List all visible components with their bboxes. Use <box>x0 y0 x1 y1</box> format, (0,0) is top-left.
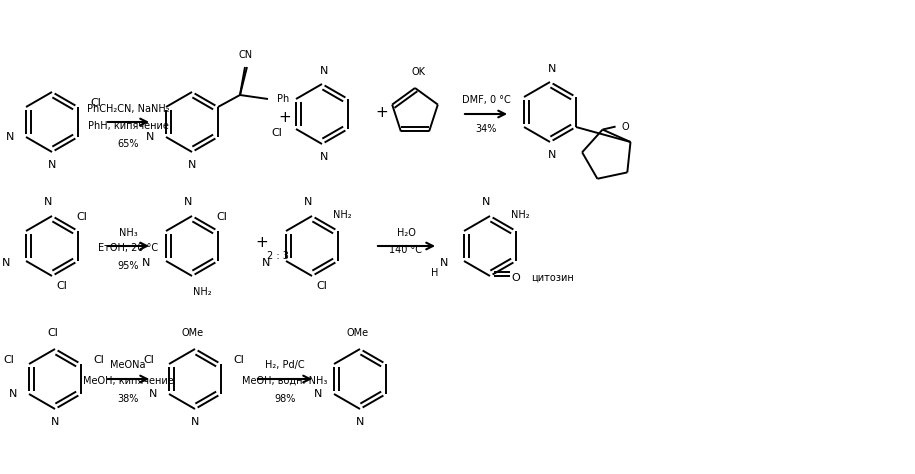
Text: Ph: Ph <box>277 94 289 104</box>
Text: N: N <box>2 258 10 268</box>
Text: N: N <box>548 150 556 160</box>
Text: Cl: Cl <box>217 212 228 222</box>
Text: MeONa: MeONa <box>110 360 145 370</box>
Text: OMe: OMe <box>182 328 204 338</box>
Text: N: N <box>51 417 59 427</box>
Text: 34%: 34% <box>475 124 497 134</box>
Text: MeOH, кипячение: MeOH, кипячение <box>82 376 173 386</box>
Text: +: + <box>279 109 291 125</box>
Text: H: H <box>431 268 438 278</box>
Text: N: N <box>356 417 364 427</box>
Text: N: N <box>320 152 328 162</box>
Text: N: N <box>482 197 490 207</box>
Text: N: N <box>142 258 150 268</box>
Text: PhCH₂CN, NaNH₂: PhCH₂CN, NaNH₂ <box>87 104 169 114</box>
Text: NH₂: NH₂ <box>333 210 351 220</box>
Text: Cl: Cl <box>93 355 104 365</box>
Text: N: N <box>48 160 56 170</box>
Text: N: N <box>191 417 199 427</box>
Text: N: N <box>184 197 192 207</box>
Text: MeOH, водн. NH₃: MeOH, водн. NH₃ <box>242 376 328 386</box>
Text: 38%: 38% <box>117 394 139 404</box>
Text: NH₂: NH₂ <box>511 210 529 220</box>
Text: O: O <box>622 121 630 132</box>
Text: 140 °C: 140 °C <box>390 245 423 255</box>
Text: Cl: Cl <box>4 355 15 365</box>
Text: N: N <box>304 197 312 207</box>
Text: N: N <box>439 258 448 268</box>
Text: ЕтOH, 20 °C: ЕтOH, 20 °C <box>98 243 158 253</box>
Text: NH₃: NH₃ <box>119 228 137 238</box>
Text: N: N <box>262 258 270 268</box>
Text: 95%: 95% <box>117 261 139 271</box>
Text: N: N <box>314 389 322 399</box>
Text: цитозин: цитозин <box>531 273 574 283</box>
Text: PhH, кипячение: PhH, кипячение <box>88 121 168 131</box>
Text: N: N <box>5 132 14 142</box>
Text: Cl: Cl <box>77 212 88 222</box>
Text: N: N <box>320 66 328 76</box>
Text: +: + <box>255 235 268 249</box>
Text: N: N <box>548 64 556 74</box>
Text: CN: CN <box>239 50 253 60</box>
Text: H₂, Pd/C: H₂, Pd/C <box>265 360 305 370</box>
Text: Cl: Cl <box>317 281 328 291</box>
Text: N: N <box>148 389 157 399</box>
Text: OMe: OMe <box>347 328 369 338</box>
Text: O: O <box>511 273 521 283</box>
Text: Cl: Cl <box>57 281 68 291</box>
Text: 2 : 3: 2 : 3 <box>267 251 289 261</box>
Text: OK: OK <box>411 67 425 77</box>
Text: Cl: Cl <box>271 128 282 138</box>
Text: Cl: Cl <box>91 98 102 108</box>
Text: Cl: Cl <box>48 328 59 338</box>
Text: N: N <box>8 389 17 399</box>
Text: H₂O: H₂O <box>396 228 415 238</box>
Text: N: N <box>188 160 196 170</box>
Text: 65%: 65% <box>117 139 139 149</box>
Text: +: + <box>376 104 388 119</box>
Text: NH₂: NH₂ <box>193 287 211 297</box>
Text: DMF, 0 °C: DMF, 0 °C <box>462 95 511 105</box>
Text: Cl: Cl <box>233 355 244 365</box>
Text: 98%: 98% <box>274 394 296 404</box>
Text: Cl: Cl <box>144 355 155 365</box>
Text: N: N <box>44 197 52 207</box>
Text: N: N <box>145 132 154 142</box>
